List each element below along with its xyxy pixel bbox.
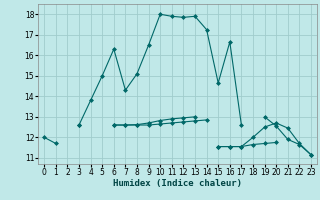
X-axis label: Humidex (Indice chaleur): Humidex (Indice chaleur) [113, 179, 242, 188]
